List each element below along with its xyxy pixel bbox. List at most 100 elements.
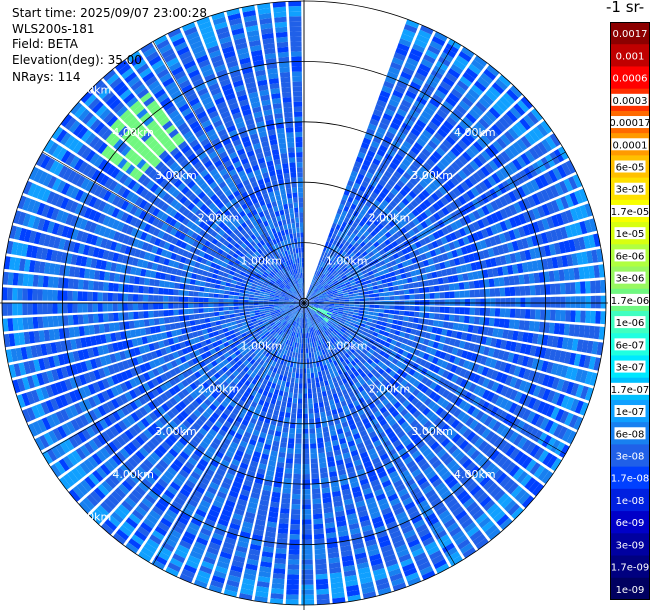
ring-label: 4.00km xyxy=(454,468,496,481)
ray-61 xyxy=(179,303,304,584)
colorbar-label-bg xyxy=(610,204,650,217)
ray-50 xyxy=(304,303,361,602)
ring-label: 2.00km xyxy=(198,382,240,395)
ray-62 xyxy=(165,303,304,577)
start-time-label: Start time: 2025/09/07 23:00:28 xyxy=(12,6,207,20)
colorbar-swatch xyxy=(610,44,650,67)
ray-52 xyxy=(304,303,330,605)
range-grid xyxy=(0,0,608,610)
ray-32 xyxy=(304,303,577,445)
ray-108 xyxy=(211,11,304,303)
colorbar-label-bg xyxy=(611,138,649,151)
ray-48 xyxy=(304,303,392,596)
colorbar-label-bg xyxy=(614,227,646,240)
ray-85 xyxy=(2,271,304,303)
ray-16 xyxy=(304,188,589,303)
colorbar-label-bg xyxy=(614,338,646,351)
ray-98 xyxy=(80,90,304,303)
ring-label: 4.00km xyxy=(454,126,496,139)
ray-95 xyxy=(51,126,304,303)
ray-71 xyxy=(59,303,304,490)
ray-99 xyxy=(91,79,304,303)
ray-54 xyxy=(285,303,304,605)
ray-89 xyxy=(12,210,304,303)
ray-34 xyxy=(304,303,562,472)
ray-58 xyxy=(223,303,304,598)
ray-9 xyxy=(304,96,533,303)
ray-51 xyxy=(304,303,346,604)
ray-103 xyxy=(140,42,304,303)
ray-36 xyxy=(304,303,544,497)
colorbar-label: 6e-08 xyxy=(616,429,645,440)
colorbar-label-bg xyxy=(610,293,650,306)
ray-113 xyxy=(288,1,304,303)
colorbar-label: 3e-05 xyxy=(616,185,645,196)
ray-28 xyxy=(304,303,598,386)
colorbar-swatch xyxy=(610,444,650,468)
ray-31 xyxy=(304,303,584,431)
ring-labels: 1.00km 1.00km 1.00km 1.00km 2.00km 2.00km 2.00… xyxy=(70,83,496,523)
colorbar-label-bg xyxy=(614,249,646,262)
ray-106 xyxy=(181,21,304,303)
ray-97 xyxy=(70,101,304,303)
ray-26 xyxy=(304,303,604,356)
ray-91 xyxy=(22,180,304,303)
ray-6 xyxy=(304,64,500,303)
ray-19 xyxy=(304,233,601,303)
colorbar-label: 1e-05 xyxy=(616,229,645,240)
ray-29 xyxy=(304,303,594,401)
ray-37 xyxy=(304,303,535,509)
ray-72 xyxy=(50,303,304,478)
ring-label: 1.00km xyxy=(241,340,283,353)
colorbar-label-bg xyxy=(614,427,646,440)
ray-46 xyxy=(304,303,422,587)
colorbar-swatch xyxy=(610,466,650,490)
colorbar-label: 1e-07 xyxy=(616,407,645,418)
colorbar-label: 3e-06 xyxy=(616,274,645,285)
ray-64 xyxy=(138,303,304,563)
ray-35 xyxy=(304,303,554,484)
colorbar-title: -1 sr- xyxy=(606,0,645,16)
colorbar-label: 0.0017 xyxy=(613,29,648,40)
ray-74 xyxy=(34,303,304,451)
elevation-label: Elevation(deg): 35.00 xyxy=(12,53,142,67)
ray-21 xyxy=(304,264,605,303)
ray-40 xyxy=(304,303,501,541)
colorbar-label: 1e-06 xyxy=(616,318,645,329)
ray-38 xyxy=(304,303,524,520)
ring-label: 3.00km xyxy=(411,169,453,182)
colorbar-label-bg xyxy=(614,160,646,173)
colorbar-label: 6e-09 xyxy=(616,518,645,529)
ring-label: 3.00km xyxy=(155,169,197,182)
ring-label: 1.00km xyxy=(326,340,368,353)
ray-41 xyxy=(304,303,489,550)
ray-15 xyxy=(304,174,583,303)
ray-2 xyxy=(304,31,448,303)
nrays-label: NRays: 114 xyxy=(12,70,81,84)
ray-67 xyxy=(100,303,304,535)
colorbar-swatch xyxy=(610,533,650,557)
ray-109 xyxy=(226,8,304,303)
ray-45 xyxy=(304,303,436,581)
ray-66 xyxy=(112,303,304,545)
ray-101 xyxy=(114,59,304,303)
ppi-plot: 1.00km 1.00km 1.00km 1.00km 2.00km 2.00km 2.00… xyxy=(0,0,608,610)
ray-33 xyxy=(304,303,570,458)
ray-70 xyxy=(68,303,304,502)
colorbar-swatch xyxy=(610,555,650,579)
ray-83 xyxy=(2,303,304,316)
ray-7 xyxy=(304,74,512,303)
ray-69 xyxy=(78,303,304,514)
colorbar-label-bg xyxy=(614,360,646,373)
ray-92 xyxy=(28,166,304,303)
ray-20 xyxy=(304,248,604,303)
ray-88 xyxy=(9,225,304,303)
ray-55 xyxy=(269,303,304,605)
colorbar-label: 1e-08 xyxy=(616,496,645,507)
colorbar-label-bg xyxy=(611,93,649,106)
colorbar-swatch xyxy=(610,511,650,534)
colorbar-label: 0.0006 xyxy=(613,74,648,85)
ray-14 xyxy=(304,160,576,303)
ring-label: 1.00km xyxy=(326,254,368,267)
ray-0 xyxy=(304,19,420,303)
